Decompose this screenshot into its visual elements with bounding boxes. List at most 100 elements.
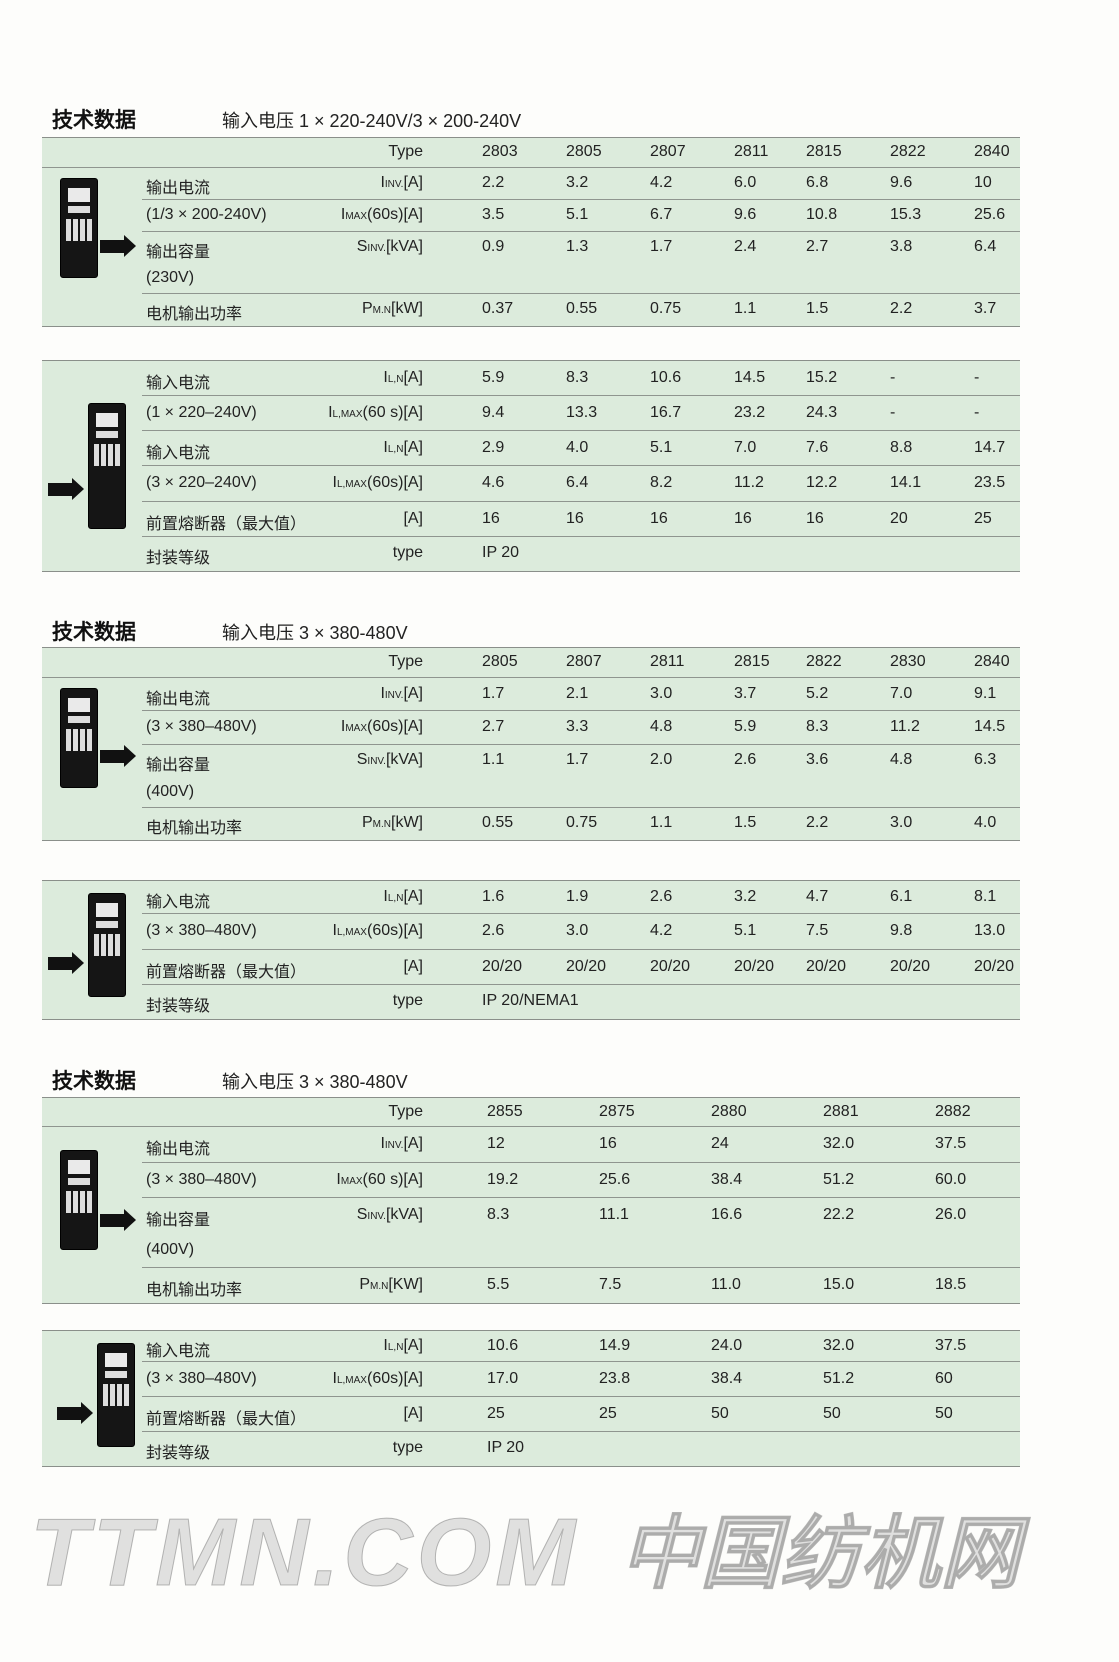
unit-base: P xyxy=(359,1276,370,1293)
cell-value: 20/20 xyxy=(650,958,691,975)
cell-value: 32.0 xyxy=(823,1135,855,1152)
cell-value: 7.5 xyxy=(806,922,829,939)
table-row: 输出容量 SINV.[kVA] 1.1 1.7 2.0 2.6 3.6 4.8 6.3 xyxy=(142,745,1020,776)
device-keypad xyxy=(66,729,92,751)
cell-value: 4.7 xyxy=(806,888,829,905)
cell-value: 25 xyxy=(487,1405,505,1422)
cell-value: 9.6 xyxy=(890,174,913,191)
unit-suffix: [A] xyxy=(403,1135,423,1152)
row-unit: IL,MAX(60s)[A] xyxy=(333,474,423,492)
section-title: 技术数据 xyxy=(52,107,136,132)
cell-value: 4.2 xyxy=(650,174,673,191)
cell-value: 14.9 xyxy=(599,1337,631,1354)
cell-value: 9.8 xyxy=(890,922,913,939)
cell-value: 0.9 xyxy=(482,238,505,255)
section-subtitle: 输入电压 3 × 380-480V xyxy=(222,623,408,643)
table-row: 输出容量 SINV.[kVA] 0.9 1.3 1.7 2.4 2.7 3.8 6.4 xyxy=(142,232,1020,262)
spec-table: 输入电流 IL,N[A] 10.6 14.9 24.0 32.0 37.5 (3 × 380–… xyxy=(42,1330,1020,1467)
unit-base: I xyxy=(340,206,346,223)
cell-value: 6.0 xyxy=(734,174,757,191)
cell-value: 5.9 xyxy=(482,369,505,386)
cell-value: 0.55 xyxy=(566,300,598,317)
cell-value: 6.4 xyxy=(566,474,589,491)
unit-base: Type xyxy=(388,653,423,670)
cell-value: 14.5 xyxy=(734,369,766,386)
cell-value: 16 xyxy=(734,510,752,527)
unit-base: S xyxy=(356,238,368,255)
row-label: 前置熔断器（最大值） xyxy=(146,516,307,533)
device-keypad xyxy=(66,1191,92,1213)
cell-value: 11.2 xyxy=(890,718,920,735)
cell-value: 2807 xyxy=(650,143,686,160)
cell-value: 23.5 xyxy=(974,474,1006,491)
table-row: 封装等级 type IP 20 xyxy=(142,1432,1020,1465)
device-display-small xyxy=(105,1371,127,1378)
cell-value: 16 xyxy=(650,510,668,527)
row-unit: IL,N[A] xyxy=(383,369,423,387)
cell-value: 2.4 xyxy=(734,238,757,255)
unit-suffix: [kVA] xyxy=(385,238,423,255)
unit-base: S xyxy=(356,751,368,768)
cell-value: 2.0 xyxy=(650,751,673,768)
table-row: (400V) xyxy=(142,777,1020,808)
table-row: 输出电流 IINV.[A] 12 16 24 32.0 37.5 xyxy=(142,1127,1020,1163)
row-label: 前置熔断器（最大值） xyxy=(146,964,307,981)
cell-value: - xyxy=(974,404,980,421)
spec-table: Type 2803 2805 2807 2811 2815 2822 2840 输出电流 IINV… xyxy=(42,137,1020,327)
device-display xyxy=(96,413,118,427)
cell-value: 37.5 xyxy=(935,1337,967,1354)
cell-value: 0.55 xyxy=(482,814,514,831)
unit-base: I xyxy=(380,174,385,191)
row-unit: Type xyxy=(388,143,423,161)
unit-base: I xyxy=(336,1171,341,1188)
cell-value: 4.0 xyxy=(566,439,589,456)
cell-value: 20/20 xyxy=(482,958,523,975)
unit-suffix: (60s)[A] xyxy=(366,718,423,735)
row-label: (230V) xyxy=(146,269,195,286)
cell-value: 3.5 xyxy=(482,206,505,223)
cell-value: 9.1 xyxy=(974,685,997,702)
table-row: (1 × 220–240V) IL,MAX(60 s)[A] 9.4 13.3 16.7… xyxy=(142,396,1020,431)
cell-value: - xyxy=(974,369,980,386)
arrow-head xyxy=(72,952,84,974)
unit-base: type xyxy=(392,992,423,1009)
row-unit: PM.N[KW] xyxy=(359,1276,423,1294)
cell-value: 23.8 xyxy=(599,1370,631,1387)
unit-subscript: L,N xyxy=(387,444,404,455)
cell-value: 3.7 xyxy=(734,685,757,702)
watermark-text: 中国纺机网 xyxy=(620,1509,1021,1598)
cell-value: 2.6 xyxy=(482,922,505,939)
cell-value: 8.2 xyxy=(650,474,673,491)
unit-suffix: [kW] xyxy=(391,300,423,317)
row-unit: IL,MAX(60 s)[A] xyxy=(328,404,423,422)
row-label: 电机输出功率 xyxy=(146,1282,243,1299)
table-row: 封装等级 type IP 20/NEMA1 xyxy=(142,985,1020,1018)
row-label: (3 × 380–480V) xyxy=(146,922,257,939)
cell-value: IP 20 xyxy=(487,1439,525,1456)
cell-value: 7.0 xyxy=(734,439,757,456)
unit-subscript: INV. xyxy=(384,1140,404,1151)
cell-value: 38.4 xyxy=(711,1370,743,1387)
table-row: (400V) xyxy=(142,1233,1020,1268)
cell-value: 1.3 xyxy=(566,238,589,255)
cell-value: - xyxy=(890,369,896,386)
row-unit: [A] xyxy=(403,1405,423,1423)
cell-value: 0.75 xyxy=(650,300,682,317)
unit-base: I xyxy=(332,922,337,939)
arrow-shaft xyxy=(100,240,126,253)
device-display xyxy=(68,188,90,202)
cell-value: 24.0 xyxy=(711,1337,743,1354)
row-unit: IMAX(60s)[A] xyxy=(341,718,423,736)
table-row: (3 × 380–480V) IL,MAX(60s)[A] 2.6 3.0 4.2 5.1… xyxy=(142,914,1020,950)
cell-value: 2.7 xyxy=(482,718,505,735)
unit-subscript: L,MAX xyxy=(336,479,367,490)
row-label: 输出容量 xyxy=(146,757,211,774)
unit-suffix: [A] xyxy=(403,369,423,386)
cell-value: 12 xyxy=(487,1135,505,1152)
unit-subscript: MAX xyxy=(345,211,367,222)
cell-value: 25 xyxy=(974,510,992,527)
cell-value: 24 xyxy=(711,1135,729,1152)
cell-value: 9.6 xyxy=(734,206,757,223)
unit-suffix: (60s)[A] xyxy=(366,922,423,939)
